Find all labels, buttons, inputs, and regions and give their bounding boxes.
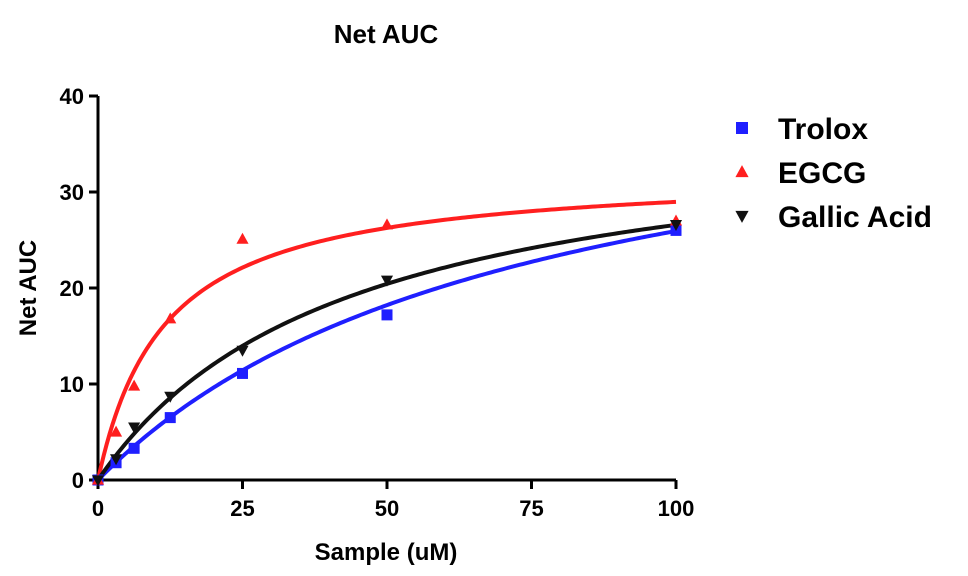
x-tick-label: 25 bbox=[230, 496, 254, 521]
x-axis-label: Sample (uM) bbox=[315, 539, 458, 566]
legend-marker-gallic-acid bbox=[735, 210, 749, 223]
legend-label-gallic-acid: Gallic Acid bbox=[778, 201, 932, 234]
y-tick-label: 30 bbox=[60, 180, 84, 205]
legend: Trolox EGCG Gallic Acid bbox=[735, 113, 932, 234]
data-point-gallic-acid bbox=[91, 475, 105, 487]
y-tick-label: 20 bbox=[60, 276, 84, 301]
data-point-egcg bbox=[236, 232, 249, 244]
data-point-trolox bbox=[381, 309, 393, 321]
data-points bbox=[91, 214, 683, 487]
chart-title: Net AUC bbox=[334, 19, 439, 49]
y-tick-label: 10 bbox=[60, 372, 84, 397]
y-tick-label: 0 bbox=[72, 468, 84, 493]
fit-curves bbox=[96, 199, 677, 482]
y-axis-label: Net AUC bbox=[15, 240, 42, 336]
x-tick-label: 0 bbox=[92, 496, 104, 521]
y-tick-label: 40 bbox=[60, 84, 84, 109]
axes: 0 10 20 30 40 0 25 50 75 100 bbox=[60, 84, 695, 521]
legend-label-egcg: EGCG bbox=[778, 157, 866, 190]
legend-label-trolox: Trolox bbox=[778, 113, 868, 146]
data-point-trolox bbox=[128, 442, 140, 454]
legend-marker-egcg bbox=[735, 165, 749, 178]
data-point-egcg bbox=[164, 312, 177, 324]
data-point-egcg bbox=[110, 425, 123, 437]
data-point-gallic-acid bbox=[236, 345, 249, 357]
data-point-trolox bbox=[164, 412, 176, 424]
x-tick-label: 75 bbox=[519, 496, 543, 521]
data-point-gallic-acid bbox=[128, 422, 141, 434]
data-point-egcg bbox=[380, 218, 394, 230]
fit-curve-trolox bbox=[96, 229, 677, 482]
x-tick-label: 50 bbox=[375, 496, 399, 521]
data-point-egcg bbox=[128, 379, 141, 391]
fit-curve-gallic-acid bbox=[96, 222, 677, 482]
fit-curve-egcg bbox=[96, 199, 677, 481]
legend-marker-trolox bbox=[736, 122, 748, 134]
data-point-gallic-acid bbox=[110, 454, 123, 466]
data-point-gallic-acid bbox=[669, 219, 683, 231]
data-point-gallic-acid bbox=[380, 275, 394, 287]
x-tick-label: 100 bbox=[658, 496, 695, 521]
data-point-trolox bbox=[237, 367, 248, 379]
data-point-gallic-acid bbox=[164, 391, 177, 403]
